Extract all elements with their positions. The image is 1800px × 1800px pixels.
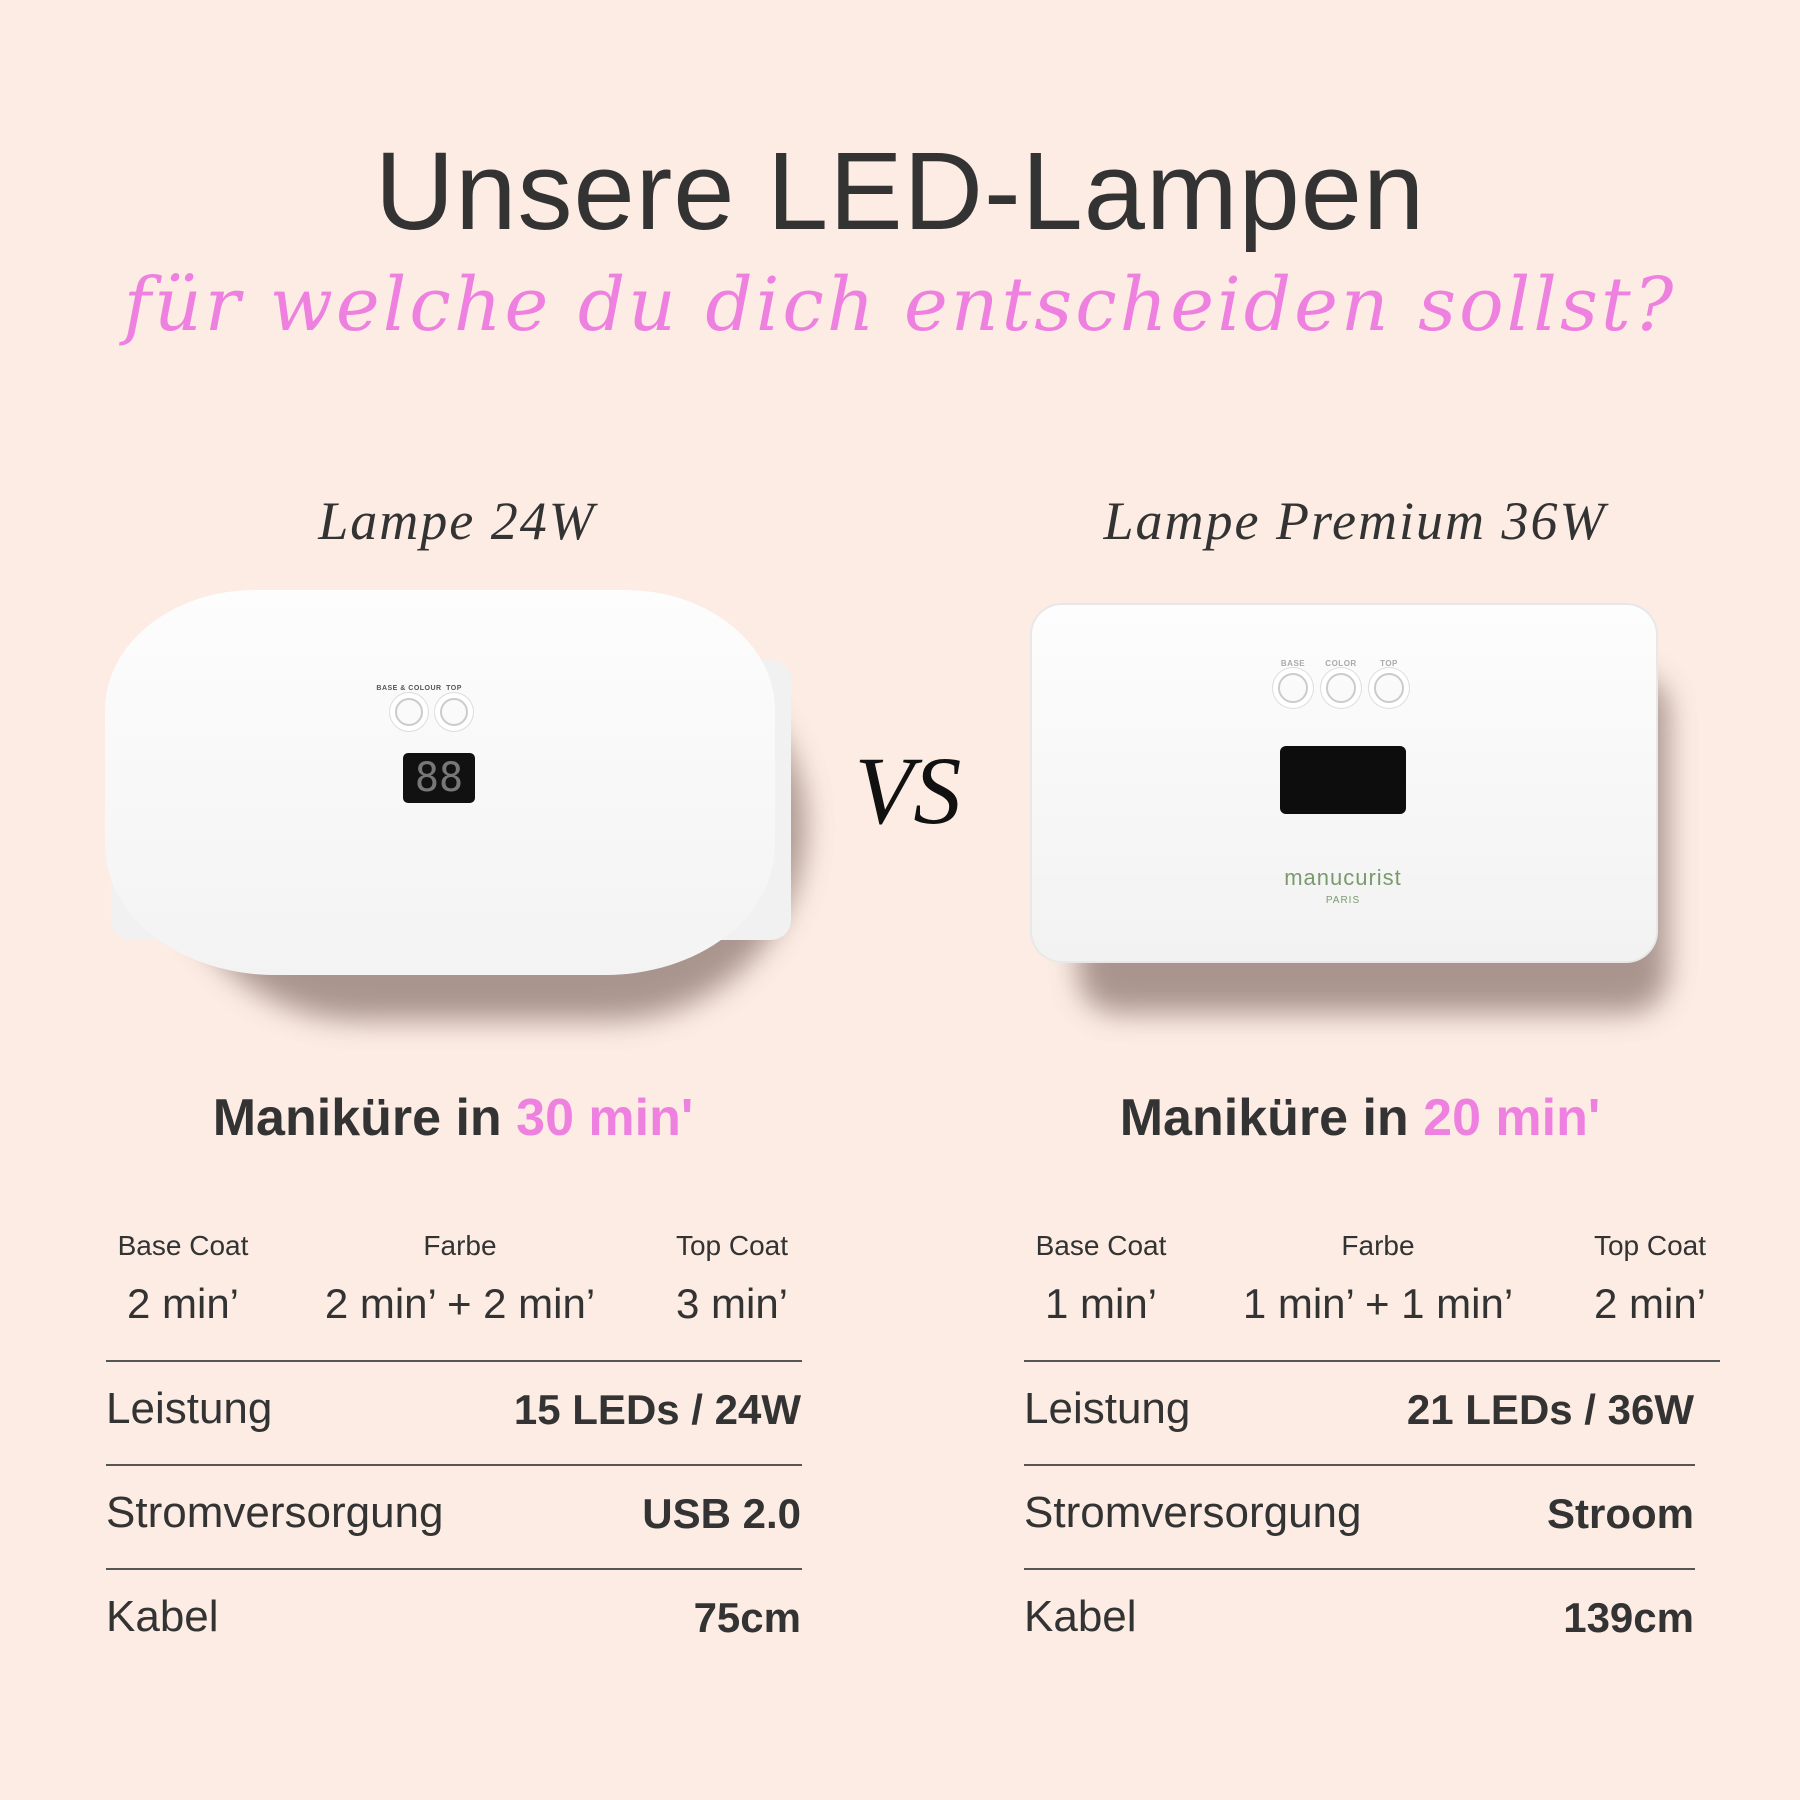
spec-label: Leistung [1024, 1384, 1191, 1433]
step-label: Base Coat [117, 1230, 249, 1261]
base-colour-button-label: BASE & COLOUR [376, 685, 442, 692]
step-value: 1 min’ + 1 min’ [1242, 1280, 1514, 1327]
spec-label: Leistung [106, 1384, 273, 1433]
base-button [1278, 673, 1308, 703]
top-button [1374, 673, 1404, 703]
step-label: Top Coat [1593, 1230, 1707, 1261]
step-value: 1 min’ [1044, 1280, 1158, 1327]
step-value: 2 min’ [126, 1280, 240, 1327]
spec-value: 139cm [1563, 1594, 1694, 1641]
vs-label: VS [854, 737, 962, 844]
color-button [1326, 673, 1356, 703]
divider [1024, 1464, 1695, 1466]
spec-label: Stromversorgung [106, 1488, 444, 1537]
divider [1024, 1360, 1720, 1362]
spec-value: 21 LEDs / 36W [1406, 1386, 1694, 1433]
lamp-24w-title: Lampe 24W [318, 491, 596, 551]
lamp-36w-title: Lampe Premium 36W [1103, 491, 1607, 551]
step-label: Base Coat [1035, 1230, 1167, 1261]
spec-value: 75cm [693, 1594, 801, 1641]
base-colour-button [395, 698, 423, 726]
top-button [440, 698, 468, 726]
page-title: Unsere LED-Lampen [374, 130, 1426, 253]
step-value: 3 min’ [675, 1280, 789, 1327]
top-button-label: TOP [1380, 659, 1398, 668]
brand-sub: PARIS [1325, 895, 1361, 906]
step-label: Farbe [1341, 1230, 1415, 1261]
page-subtitle: für welche du dich entscheiden sollst? [123, 262, 1677, 348]
spec-label: Stromversorgung [1024, 1488, 1362, 1537]
step-value: 2 min’ [1593, 1280, 1707, 1327]
divider [106, 1568, 802, 1570]
manicure-time-36w: Maniküre in 20 min' [1119, 1089, 1601, 1147]
color-button-label: COLOR [1325, 659, 1357, 668]
step-value: 2 min’ + 2 min’ [324, 1280, 596, 1327]
divider [1024, 1568, 1695, 1570]
step-label: Farbe [423, 1230, 497, 1261]
spec-value: 15 LEDs / 24W [513, 1386, 801, 1433]
manicure-time-24w: Maniküre in 30 min' [212, 1089, 694, 1147]
divider [106, 1464, 802, 1466]
brand-logo: manucurist [1284, 865, 1402, 890]
step-label: Top Coat [675, 1230, 789, 1261]
spec-label: Kabel [1024, 1592, 1137, 1641]
spec-label: Kabel [106, 1592, 219, 1641]
divider [106, 1360, 802, 1362]
spec-value: Stroom [1547, 1490, 1694, 1537]
lamp-36w-image: BASE COLOR TOP manucurist PARIS [1030, 603, 1690, 1023]
base-button-label: BASE [1280, 659, 1306, 668]
top-button-label: TOP [446, 685, 462, 692]
display-screen [1280, 746, 1406, 814]
digital-display: 88 [403, 753, 475, 803]
lamp-24w-image: BASE & COLOUR TOP 88 [105, 590, 805, 1030]
spec-value: USB 2.0 [642, 1490, 801, 1537]
